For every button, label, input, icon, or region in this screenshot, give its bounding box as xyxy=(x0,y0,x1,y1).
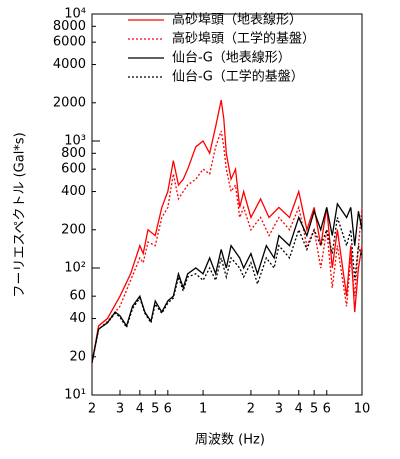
y-tick-label: 60 xyxy=(69,289,86,304)
x-tick-label: 6 xyxy=(164,402,172,417)
x-tick-label: 4 xyxy=(136,402,144,417)
legend-label: 高砂埠頭（工学的基盤） xyxy=(172,31,315,47)
y-tick-label: 10¹ xyxy=(64,388,86,403)
y-tick-label: 400 xyxy=(61,184,86,199)
x-tick-label: 2 xyxy=(247,402,255,417)
y-tick-label: 200 xyxy=(61,222,86,237)
x-tick-label: 1 xyxy=(199,402,207,417)
y-tick-label: 4000 xyxy=(53,57,86,72)
y-tick-label: 800 xyxy=(61,146,86,161)
series-line xyxy=(91,217,363,363)
y-axis-label: フーリエスペクトル (Gal*s) xyxy=(13,132,28,297)
legend-label: 仙台-G（地表線形） xyxy=(172,50,291,66)
x-tick-label: 3 xyxy=(116,402,124,417)
y-tick-label: 8000 xyxy=(53,19,86,34)
x-tick-label: 2 xyxy=(88,402,96,417)
x-tick-label: 5 xyxy=(310,402,318,417)
x-tick-label: 4 xyxy=(295,402,303,417)
y-tick-label: 10³ xyxy=(64,134,86,149)
x-tick-label: 10 xyxy=(354,402,371,417)
x-tick-label: 3 xyxy=(275,402,283,417)
series-line xyxy=(91,130,363,363)
series-line xyxy=(91,202,363,363)
y-tick-label: 2000 xyxy=(53,95,86,110)
x-tick-label: 5 xyxy=(151,402,159,417)
plot-frame xyxy=(91,13,363,396)
y-tick-label: 6000 xyxy=(53,35,86,50)
series-line xyxy=(91,99,363,363)
x-axis-label: 周波数 (Hz) xyxy=(195,433,265,448)
y-tick-label: 40 xyxy=(69,311,86,326)
x-tick-label: 6 xyxy=(323,402,331,417)
y-tick-label: 20 xyxy=(69,349,86,364)
legend-label: 仙台-G（工学的基盤） xyxy=(172,69,304,85)
y-tick-label: 10² xyxy=(64,261,86,276)
y-tick-label: 600 xyxy=(61,162,86,177)
legend-label: 高砂埠頭（地表線形） xyxy=(172,12,302,28)
y-tick-label: 10⁴ xyxy=(64,7,86,22)
